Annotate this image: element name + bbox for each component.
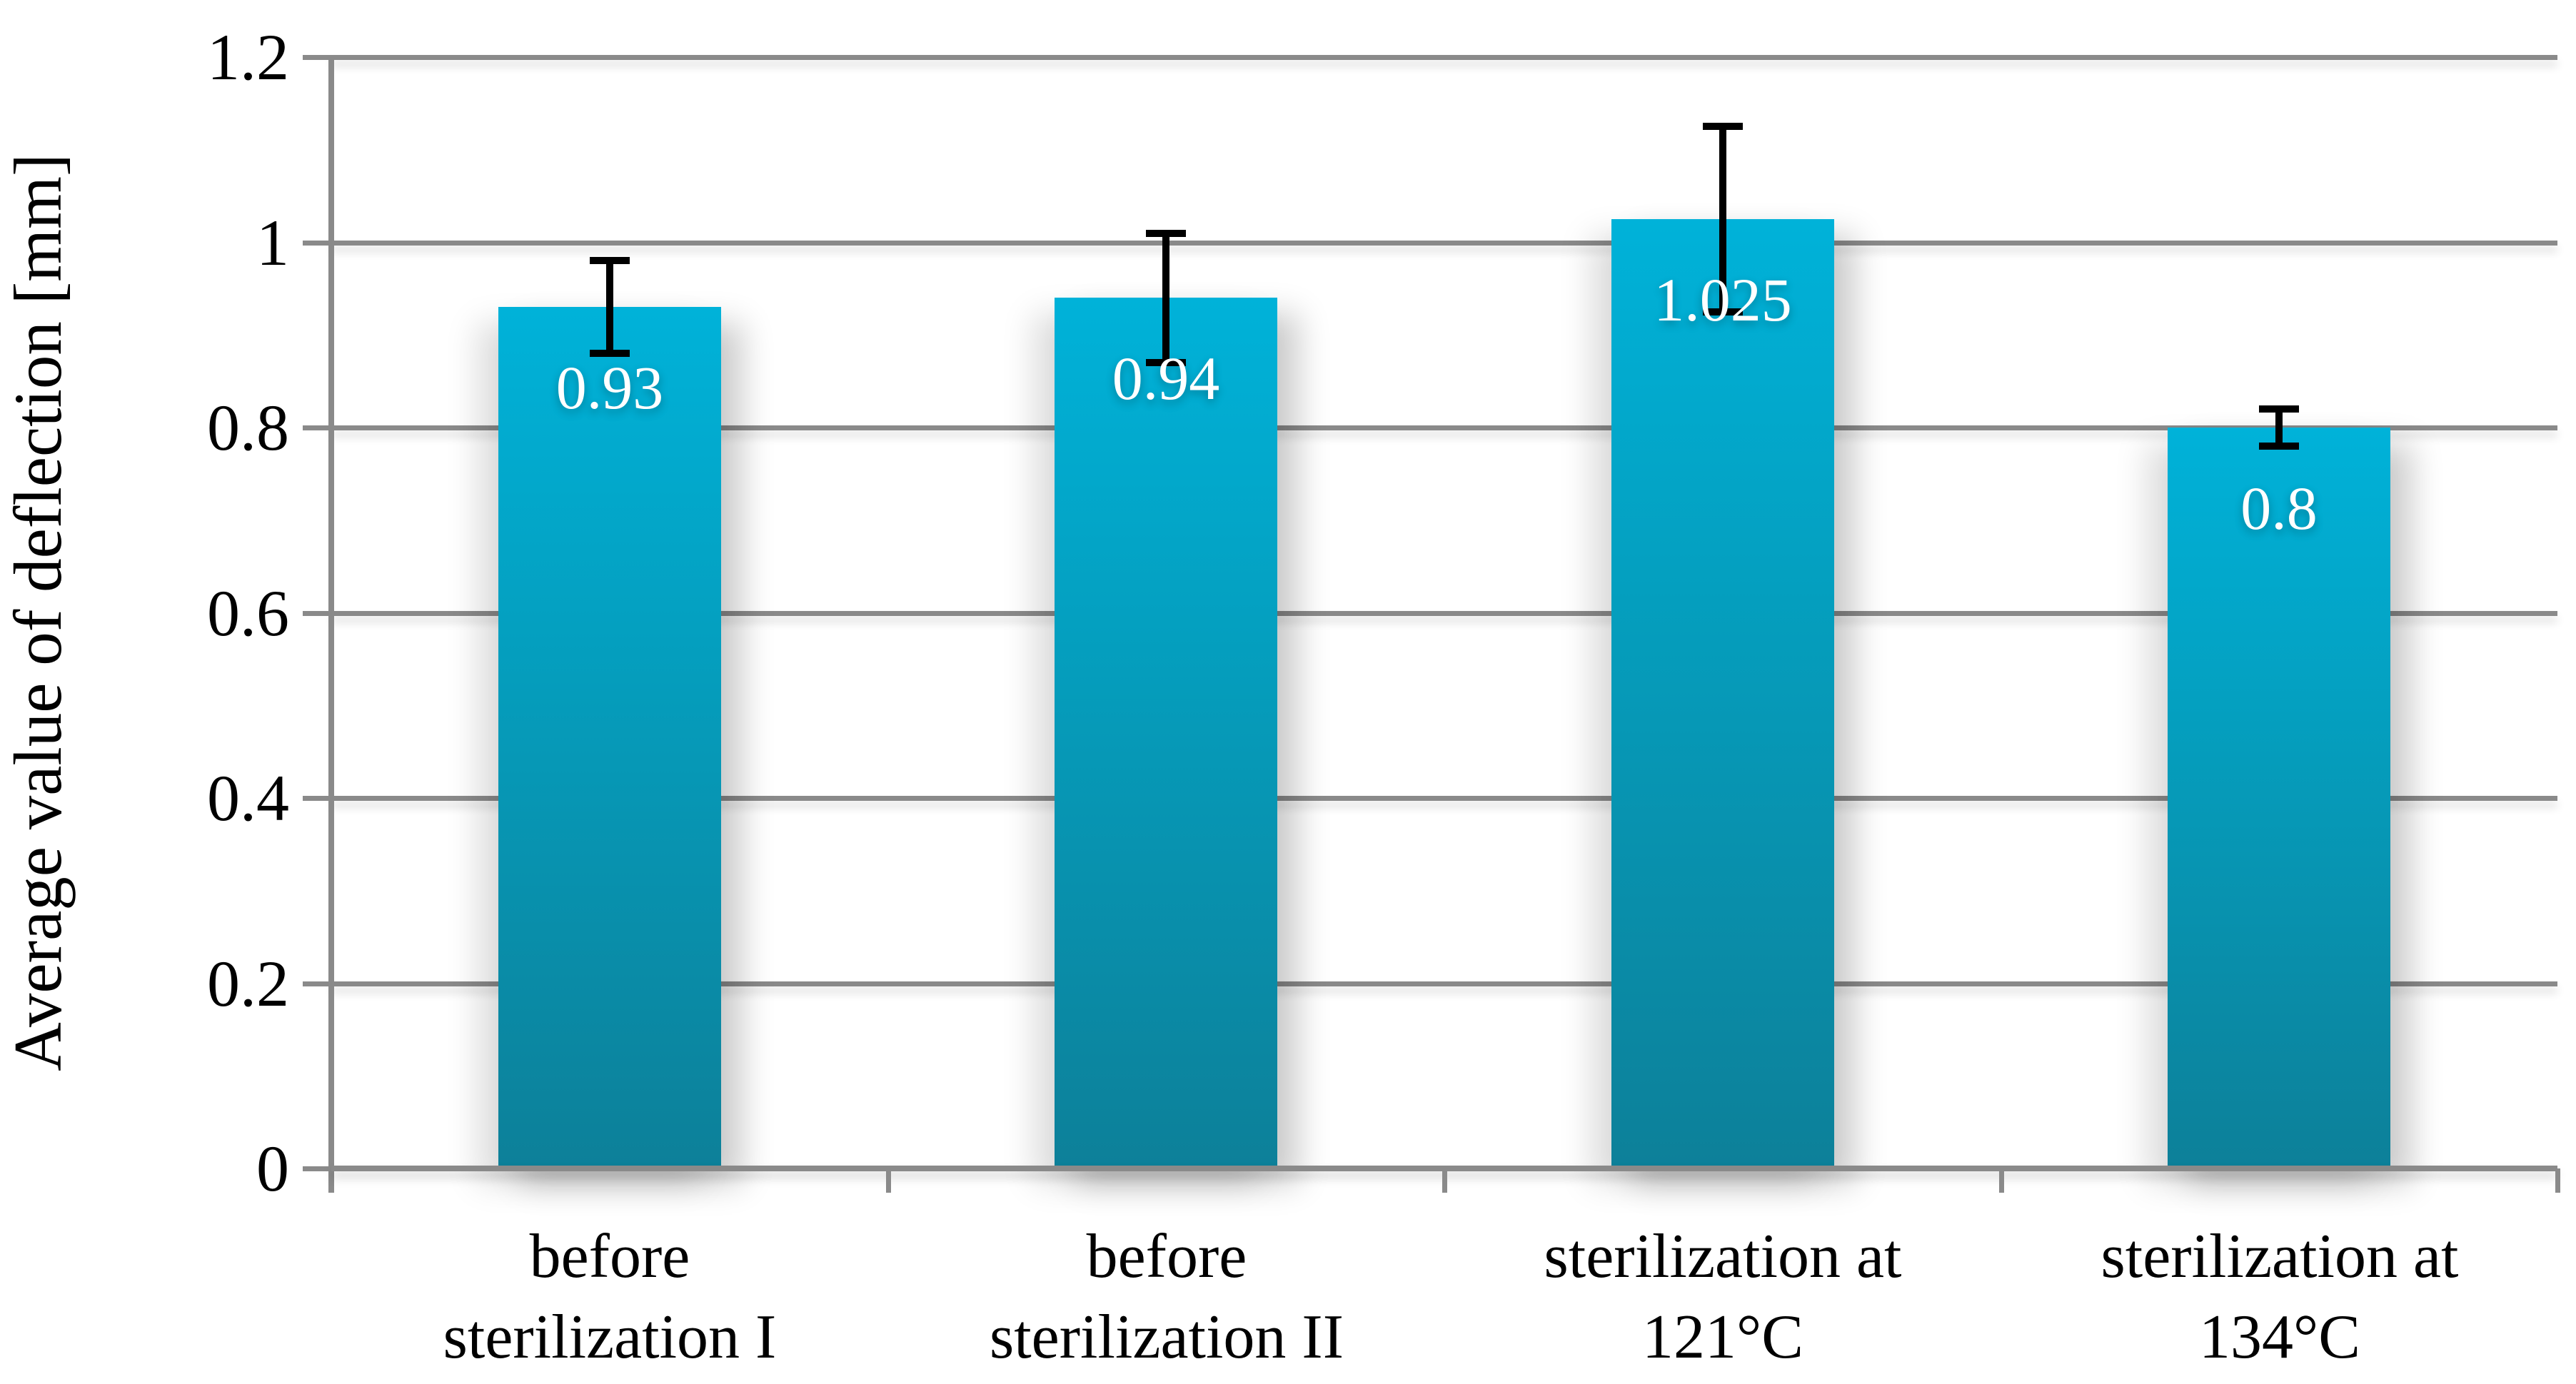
gridline bbox=[331, 981, 2557, 986]
bar-value-label: 1.025 bbox=[1654, 266, 1792, 334]
bar bbox=[498, 307, 721, 1168]
error-bar-cap bbox=[1703, 308, 1743, 315]
error-bar bbox=[2275, 409, 2283, 446]
category-label-line: 121°C bbox=[1642, 1302, 1803, 1372]
error-bar-cap bbox=[1146, 359, 1186, 366]
x-tick bbox=[1442, 1168, 1447, 1193]
bar-value-label: 0.93 bbox=[555, 353, 664, 422]
category-label-line: 134°C bbox=[2199, 1302, 2360, 1372]
bar-value-label: 0.8 bbox=[2240, 474, 2318, 542]
error-bar-cap bbox=[1703, 123, 1743, 130]
category-label: sterilization at 121°C bbox=[1444, 1217, 2001, 1378]
bar bbox=[1611, 219, 1834, 1168]
error-bar-cap bbox=[590, 257, 630, 264]
y-tick-label: 0.6 bbox=[207, 577, 289, 650]
y-tick-label: 0.8 bbox=[207, 391, 289, 464]
y-tick bbox=[303, 1166, 331, 1171]
error-bar-cap bbox=[2259, 443, 2299, 450]
category-label-line: sterilization II bbox=[989, 1302, 1344, 1372]
gridline bbox=[331, 55, 2557, 60]
error-bar-cap bbox=[2259, 405, 2299, 413]
gridline bbox=[331, 425, 2557, 430]
error-bar-cap bbox=[590, 350, 630, 357]
gridline bbox=[331, 611, 2557, 616]
gridline bbox=[331, 796, 2557, 801]
y-tick-label: 0.4 bbox=[207, 762, 289, 834]
bar bbox=[1055, 298, 1277, 1168]
x-tick bbox=[1999, 1168, 2004, 1193]
category-label-line: sterilization at bbox=[1544, 1222, 1902, 1291]
y-tick-label: 1 bbox=[256, 206, 289, 279]
error-bar bbox=[1162, 233, 1169, 363]
category-label: before sterilization II bbox=[888, 1217, 1445, 1378]
y-tick bbox=[303, 796, 331, 801]
y-tick bbox=[303, 55, 331, 60]
category-label-line: sterilization I bbox=[443, 1302, 777, 1372]
y-tick-label: 0.2 bbox=[207, 947, 289, 1020]
x-tick bbox=[886, 1168, 891, 1193]
bar-value-label: 0.94 bbox=[1112, 344, 1220, 413]
category-label-line: before bbox=[1086, 1222, 1247, 1291]
category-label: sterilization at 134°C bbox=[2001, 1217, 2558, 1378]
x-tick bbox=[2555, 1168, 2560, 1193]
y-tick bbox=[303, 611, 331, 616]
category-label: before sterilization I bbox=[331, 1217, 888, 1378]
error-bar-cap bbox=[1146, 230, 1186, 237]
y-tick bbox=[303, 425, 331, 430]
y-tick-label: 0 bbox=[256, 1132, 289, 1205]
error-bar bbox=[1719, 126, 1726, 312]
y-tick-label: 1.2 bbox=[207, 21, 289, 94]
category-label-line: sterilization at bbox=[2100, 1222, 2459, 1291]
bar bbox=[2168, 428, 2390, 1168]
error-bar bbox=[606, 261, 613, 353]
y-tick bbox=[303, 981, 331, 986]
category-label-line: before bbox=[529, 1222, 690, 1291]
y-tick bbox=[303, 241, 331, 246]
y-axis-line bbox=[328, 57, 334, 1193]
gridline bbox=[331, 241, 2557, 246]
